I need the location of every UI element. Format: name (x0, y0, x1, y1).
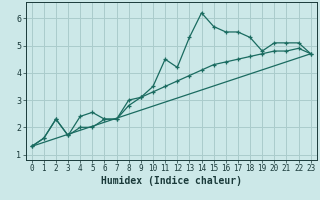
X-axis label: Humidex (Indice chaleur): Humidex (Indice chaleur) (101, 176, 242, 186)
